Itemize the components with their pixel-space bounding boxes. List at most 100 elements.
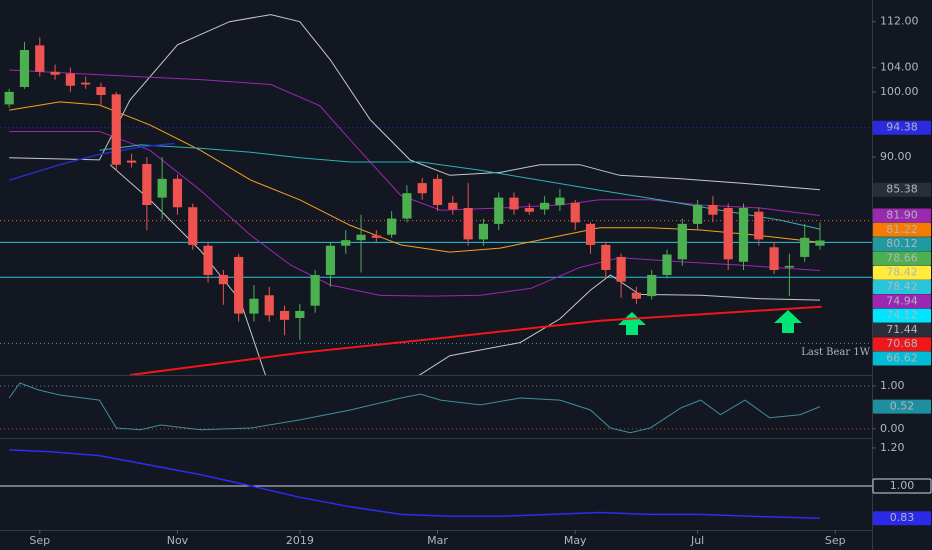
price-badge (873, 120, 931, 135)
candle-body (585, 223, 596, 245)
candle-body (448, 202, 458, 210)
y-tick-label: 0.00 (880, 422, 905, 435)
y-tick-label: 1.00 (880, 379, 905, 392)
price-badge-label: 81.90 (886, 209, 918, 222)
candle-body (417, 183, 427, 194)
price-badge-label: 85.38 (886, 183, 918, 196)
series-line (9, 449, 821, 519)
price-badge (873, 265, 931, 280)
candle-body (570, 202, 580, 223)
candle-body (126, 160, 137, 163)
price-badge (873, 308, 931, 323)
price-badge-label: 78.42 (886, 280, 918, 293)
candle-body (356, 234, 366, 241)
price-badge-label: 78.66 (886, 251, 918, 264)
candle-body (371, 235, 381, 238)
up-arrow (774, 310, 802, 333)
x-tick-label: 2019 (286, 534, 314, 547)
candle-body (555, 197, 565, 206)
candle-body (693, 205, 703, 224)
y-tick-label: 1.20 (880, 441, 905, 454)
candle-body (65, 73, 75, 86)
candle-body (540, 202, 550, 210)
candle-body (509, 197, 519, 210)
x-tick-label: Sep (29, 534, 50, 547)
candle-body (81, 82, 91, 85)
price-badge-label: 71.44 (886, 323, 918, 336)
price-badge-label: 1.00 (890, 479, 915, 492)
panel (0, 449, 872, 519)
candle-body (601, 244, 611, 270)
overlay-line (9, 69, 821, 216)
candle-body (249, 298, 259, 314)
panel (0, 382, 872, 434)
price-badge (873, 399, 931, 414)
candle-body (157, 178, 167, 198)
candle-body (142, 164, 152, 206)
candle-body (203, 245, 213, 275)
price-badge-label: 94.38 (886, 121, 918, 134)
panel (0, 14, 872, 375)
candle-body (738, 207, 749, 262)
price-badge (873, 294, 931, 309)
candle-body (432, 178, 443, 206)
candle-body (769, 247, 779, 270)
candle-body (723, 207, 733, 260)
overlay-line (9, 131, 821, 297)
y-tick-label: 104.00 (880, 61, 919, 74)
x-tick-label: Sep (825, 534, 846, 547)
candle-body (463, 207, 473, 240)
y-tick-label: 100.00 (880, 85, 919, 98)
price-badge (873, 511, 931, 526)
candle-body (647, 274, 657, 297)
candle-body (19, 50, 30, 87)
candle-body (677, 223, 687, 260)
candle-body (387, 218, 397, 235)
level-text: Last Bear 1W (801, 347, 870, 358)
candle-body (172, 178, 183, 208)
candle-body (96, 86, 106, 95)
candle-body (494, 197, 504, 224)
candle-body (402, 193, 412, 219)
price-badge-label: 81.22 (886, 223, 918, 236)
series-line (8, 382, 821, 434)
price-badge (873, 222, 931, 237)
candle-body (524, 207, 534, 212)
candle-body (234, 256, 244, 314)
x-tick-label: Nov (167, 534, 189, 547)
candle-body (815, 240, 825, 246)
overlay-line (109, 164, 821, 375)
price-badge-label: 78.42 (886, 266, 918, 279)
price-badge (873, 322, 931, 337)
candle-body (800, 237, 810, 257)
candle-body (754, 211, 764, 240)
price-badge-label: 70.68 (886, 337, 918, 350)
price-badge (873, 337, 931, 352)
price-badge (873, 280, 931, 295)
price-badge (872, 478, 932, 494)
candle-body (310, 274, 320, 306)
y-tick-label: 112.00 (880, 15, 919, 28)
x-tick-label: May (564, 534, 587, 547)
candle-body (325, 245, 336, 275)
x-tick-label: Mar (427, 534, 448, 547)
price-badge-label: 74.94 (886, 294, 918, 307)
price-badge (873, 251, 931, 266)
candle-body (295, 310, 305, 319)
candle-body (631, 292, 641, 299)
price-badge-label: 80.12 (886, 237, 918, 250)
candle-body (279, 310, 290, 320)
overlay-line (129, 305, 822, 375)
up-arrow (618, 312, 646, 335)
y-tick-label: 90.00 (880, 150, 912, 163)
price-badge-label: 0.52 (890, 400, 915, 413)
candle-body (50, 71, 60, 75)
price-badge (873, 237, 931, 252)
candle-body (784, 265, 794, 268)
price-badge (873, 208, 931, 223)
price-badge (873, 351, 931, 366)
overlay-line (9, 14, 821, 191)
candle-body (478, 223, 489, 240)
